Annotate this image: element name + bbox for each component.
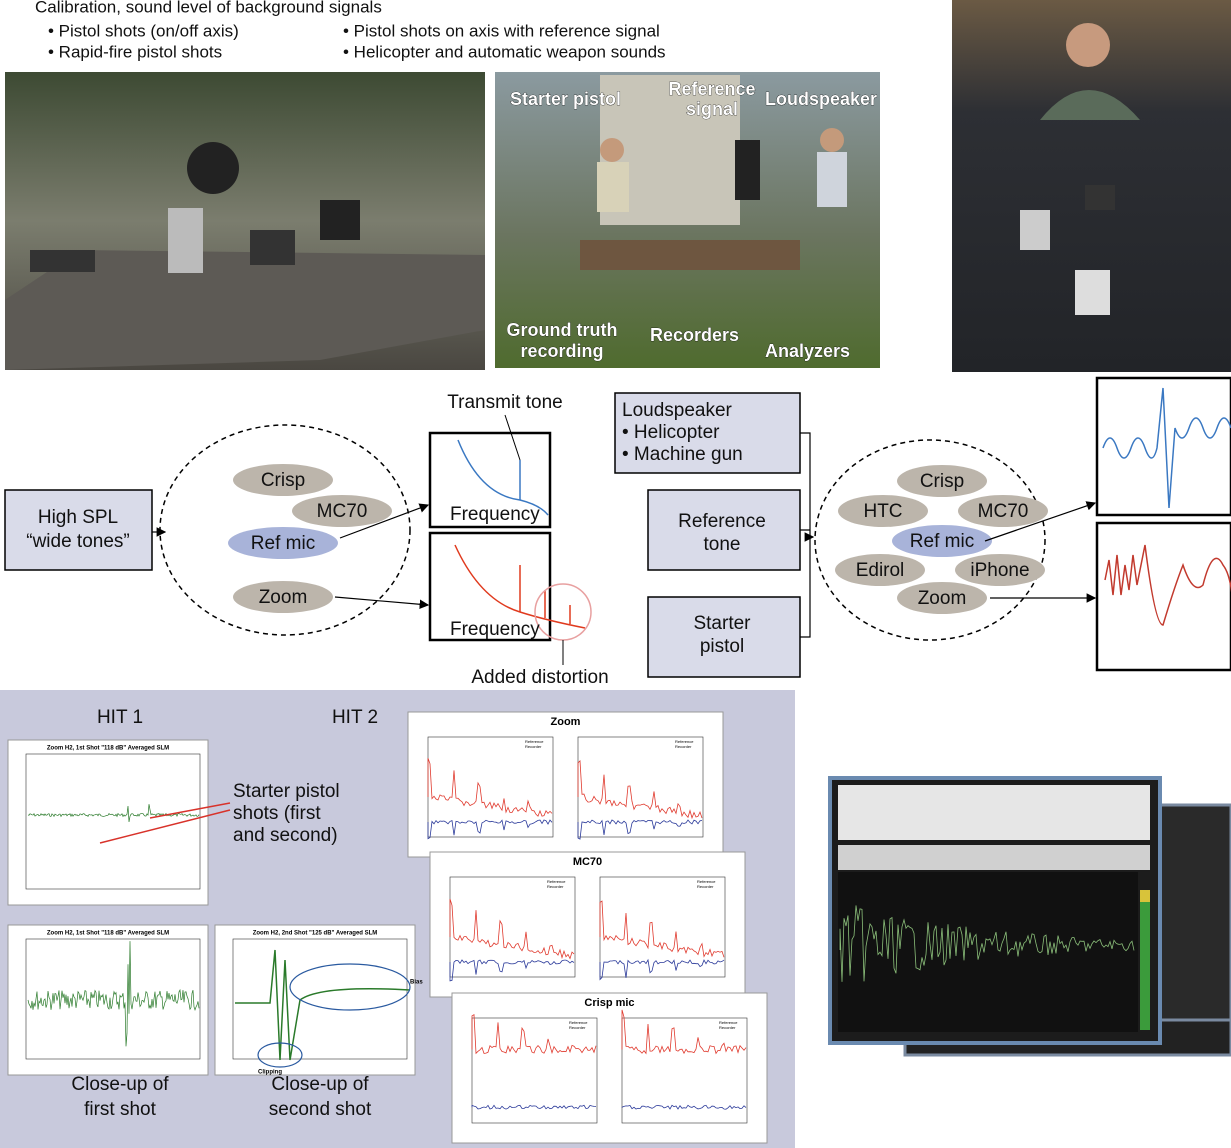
source-box bbox=[5, 490, 152, 570]
caption: second shot bbox=[269, 1099, 372, 1120]
arrow bbox=[335, 597, 428, 605]
annotation: Added distortion bbox=[471, 667, 608, 688]
legend-entry: Recorder bbox=[525, 744, 542, 749]
analyzer-screens bbox=[830, 778, 1231, 1055]
plot-title: Zoom H2, 1st Shot "118 dB" Averaged SLM bbox=[47, 746, 169, 752]
device-label: Ref mic bbox=[251, 533, 315, 554]
legend-entry: Recorder bbox=[547, 884, 564, 889]
panel-label: HIT 2 bbox=[332, 707, 378, 728]
photo-label: Recorders bbox=[650, 325, 739, 345]
bullet: • Pistol shots (on/off axis) bbox=[48, 21, 239, 40]
box-text: “wide tones” bbox=[26, 531, 130, 552]
box-text: pistol bbox=[700, 636, 744, 657]
device-label: iPhone bbox=[970, 560, 1029, 581]
bullet: • Rapid-fire pistol shots bbox=[48, 42, 222, 61]
photo-lab-table bbox=[952, 0, 1231, 372]
bullet: • Helicopter and automatic weapon sounds bbox=[343, 42, 666, 61]
legend-entry: Recorder bbox=[697, 884, 714, 889]
device-label: Edirol bbox=[856, 560, 905, 581]
legend-entry: Recorder bbox=[569, 1025, 586, 1030]
annotation: Starter pistol bbox=[233, 781, 340, 802]
annotation: Transmit tone bbox=[447, 392, 562, 413]
device-label: Crisp bbox=[920, 471, 964, 492]
photo-label: Analyzers bbox=[765, 341, 850, 361]
photo-devices bbox=[5, 72, 485, 370]
plot-frame bbox=[452, 993, 767, 1143]
photo-label: Starter pistol bbox=[510, 89, 621, 109]
device-label: Zoom bbox=[259, 587, 308, 608]
box-text: tone bbox=[704, 534, 741, 555]
box-text: • Helicopter bbox=[622, 422, 720, 443]
device-label: MC70 bbox=[317, 501, 368, 522]
photo-label: recording bbox=[520, 341, 603, 361]
box-text: Loudspeaker bbox=[622, 400, 733, 421]
photo-label: signal bbox=[686, 99, 738, 119]
caption: first shot bbox=[84, 1099, 157, 1120]
photo-label: Ground truth bbox=[507, 320, 618, 340]
box-text: High SPL bbox=[38, 507, 118, 528]
panel-title: Crisp mic bbox=[584, 997, 634, 1009]
box-text: Reference bbox=[678, 511, 766, 532]
device-label: Crisp bbox=[261, 470, 305, 491]
annotation: and second) bbox=[233, 825, 338, 846]
device-label: HTC bbox=[863, 501, 902, 522]
header-title: Calibration, sound level of background s… bbox=[35, 0, 382, 16]
caption: Close-up of bbox=[71, 1074, 169, 1095]
photo-label: Reference bbox=[668, 79, 755, 99]
annotation: shots (first bbox=[233, 803, 321, 824]
panel-title: MC70 bbox=[573, 856, 602, 868]
device-label: Ref mic bbox=[910, 531, 974, 552]
bullet: • Pistol shots on axis with reference si… bbox=[343, 21, 660, 40]
figure: Calibration, sound level of background s… bbox=[0, 0, 1231, 1148]
axis-label: Frequency bbox=[450, 504, 540, 525]
panel-title: Zoom bbox=[551, 716, 581, 728]
box-text: • Machine gun bbox=[622, 444, 743, 465]
panel-label: HIT 1 bbox=[97, 707, 143, 728]
axis-label: Frequency bbox=[450, 619, 540, 640]
device-label: MC70 bbox=[978, 501, 1029, 522]
legend-entry: Recorder bbox=[719, 1025, 736, 1030]
device-label: Zoom bbox=[918, 588, 967, 609]
annotation: Bias bbox=[410, 980, 423, 986]
caption: Close-up of bbox=[271, 1074, 369, 1095]
photo-label: Loudspeaker bbox=[765, 89, 877, 109]
bracket bbox=[800, 433, 810, 637]
box-text: Starter bbox=[693, 613, 751, 634]
legend-entry: Recorder bbox=[675, 744, 692, 749]
plot-frame bbox=[215, 925, 415, 1075]
plot-title: Zoom H2, 2nd Shot "125 dB" Averaged SLM bbox=[253, 931, 378, 937]
waveform-box bbox=[1097, 523, 1231, 670]
plot-title: Zoom H2, 1st Shot "118 dB" Averaged SLM bbox=[47, 931, 169, 937]
